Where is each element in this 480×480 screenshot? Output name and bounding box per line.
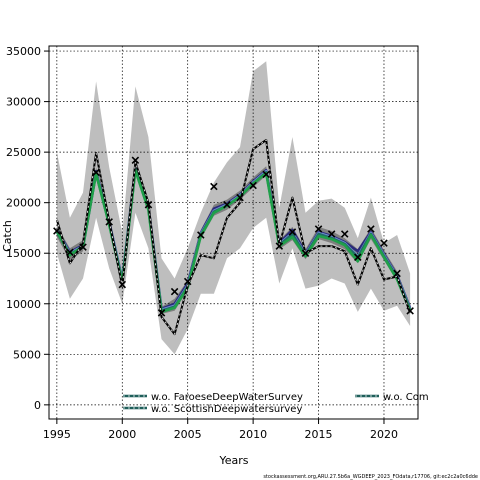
observed-point	[340, 230, 349, 238]
legend-item: w.o. FaroeseDeepWaterSurvey	[123, 392, 303, 403]
y-tick-label: 15000	[6, 247, 41, 260]
y-tick-label: 5000	[13, 348, 41, 361]
observed-points	[53, 156, 414, 317]
observed-point	[223, 200, 231, 209]
x-tick-label: 2010	[239, 428, 267, 441]
x-tick-label: 2015	[305, 428, 333, 441]
x-tick-label: 2000	[108, 428, 136, 441]
x-tick-label: 2005	[174, 428, 202, 441]
observed-point	[197, 231, 205, 239]
observed-point	[327, 230, 336, 238]
outer-confidence-band	[56, 61, 411, 355]
observed-point	[105, 218, 113, 226]
observed-point	[236, 193, 244, 202]
observed-point	[406, 307, 414, 315]
observed-point	[118, 280, 127, 289]
x-tick-label: 1995	[43, 428, 71, 441]
observed-point	[183, 277, 192, 286]
observed-point	[380, 239, 388, 247]
outer-band-area	[56, 61, 411, 355]
y-tick-label: 25000	[6, 146, 41, 159]
x-tick-label: 2020	[370, 428, 398, 441]
observed-point	[79, 243, 87, 251]
x-axis-title: Years	[218, 454, 248, 467]
observed-point	[393, 269, 401, 278]
observed-point	[131, 156, 140, 164]
y-tick-label: 20000	[6, 197, 41, 210]
legend-label: w.o. Com	[383, 392, 429, 403]
y-axis-title: Catch	[1, 220, 14, 252]
y-tick-label: 10000	[6, 298, 41, 311]
observed-point	[367, 225, 375, 233]
observed-point	[262, 170, 270, 179]
observed-point	[66, 248, 74, 256]
y-tick-label: 0	[34, 399, 41, 412]
observed-point	[301, 249, 310, 257]
series-line-4	[55, 139, 412, 336]
credit-text: stockassessment.org,ARU.27.5b6a_WGDEEP_2…	[263, 474, 478, 480]
observed-point	[92, 168, 100, 177]
observed-point	[157, 309, 166, 317]
y-axis: 0 5000 10000 15000 20000 25000 30000 35000	[6, 45, 49, 412]
plot-border	[48, 45, 419, 420]
series-lines	[55, 139, 412, 336]
legend-item: w.o. Com	[355, 392, 429, 403]
x-axis: 1995 2000 2005 2010 2015 2020	[43, 419, 398, 441]
observed-point	[275, 242, 284, 250]
observed-point	[314, 225, 323, 233]
observed-point	[249, 181, 257, 190]
observed-point	[170, 287, 179, 296]
legend-label: w.o. ScottishDeepwatersurvey	[151, 404, 302, 415]
observed-point	[53, 227, 61, 235]
observed-point	[210, 182, 218, 191]
observed-point	[144, 200, 153, 209]
y-tick-label: 35000	[6, 45, 41, 58]
y-tick-label: 30000	[6, 96, 41, 109]
observed-point	[354, 253, 362, 262]
observed-point	[288, 228, 297, 236]
legend-item: w.o. ScottishDeepwatersurvey	[123, 404, 302, 415]
legend-label: w.o. FaroeseDeepWaterSurvey	[151, 392, 303, 403]
